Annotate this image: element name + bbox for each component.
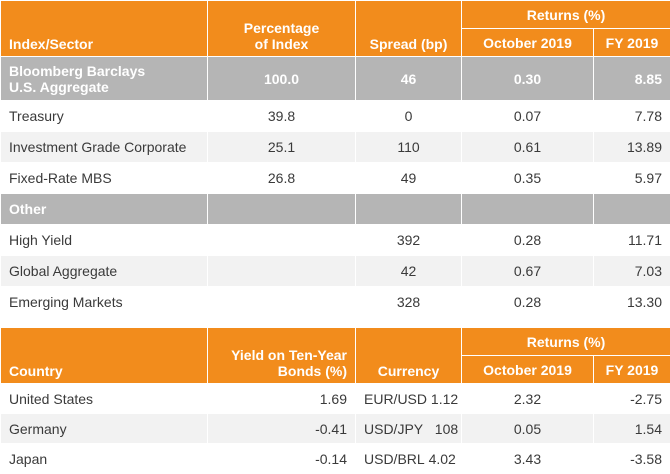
sector-fy: 7.03 [593,255,670,287]
currency-rate: 108 [434,420,459,437]
sector-pct [207,224,356,256]
sector-spread: 328 [355,286,462,318]
currency-cell: EUR/USD 1.12 [355,383,462,414]
sector-oct: 0.28 [461,286,594,318]
sector-pct: 26.8 [207,162,356,194]
sector-pct: 39.8 [207,100,356,132]
country-oct: 2.32 [461,383,594,414]
header-index-sector: Index/Sector [0,0,208,57]
sector-name: Emerging Markets [0,286,208,318]
sector-fy: 11.71 [593,224,670,256]
country-name: Germany [0,413,208,444]
sector-name: Fixed-Rate MBS [0,162,208,194]
table-row: Japan -0.14 USD/BRL 4.02 3.43 -3.58 [0,443,670,474]
currency-pair: USD/BRL [364,450,425,467]
currency-rate: 1.12 [430,390,459,407]
currency-pair: USD/JPY [364,420,424,437]
country-yield: -0.14 [207,443,356,474]
table-row: United States 1.69 EUR/USD 1.12 2.32 -2.… [0,383,670,414]
country-yield: -0.41 [207,413,356,444]
header-fy-2019: FY 2019 [593,355,670,384]
sector-pct [207,286,356,318]
other-section-row: Other [0,193,670,225]
sector-fy: 13.89 [593,131,670,163]
header-currency: Currency [355,327,462,384]
header-returns: Returns (%) [461,327,670,356]
aggregate-row: Bloomberg Barclays U.S. Aggregate 100.0 4… [0,56,670,101]
country-name: United States [0,383,208,414]
table-row: Investment Grade Corporate 25.1 110 0.61… [0,131,670,163]
header-percentage-of-index: Percentage of Index [207,0,356,57]
table-row: Global Aggregate 42 0.67 7.03 [0,255,670,287]
sector-fy: 5.97 [593,162,670,194]
header-returns: Returns (%) [461,0,670,29]
aggregate-pct: 100.0 [207,56,356,101]
country-fy: -2.75 [593,383,670,414]
sector-oct: 0.07 [461,100,594,132]
aggregate-oct: 0.30 [461,56,594,101]
currency-pair: EUR/USD [364,390,428,407]
header-october-2019: October 2019 [461,28,594,57]
table-row: High Yield 392 0.28 11.71 [0,224,670,256]
sector-pct: 25.1 [207,131,356,163]
header-country: Country [0,327,208,384]
sector-fy: 13.30 [593,286,670,318]
country-name: Japan [0,443,208,474]
sector-name: High Yield [0,224,208,256]
country-fy: -3.58 [593,443,670,474]
header-yield-ten-year: Yield on Ten-Year Bonds (%) [207,327,356,384]
country-oct: 3.43 [461,443,594,474]
country-yield: 1.69 [207,383,356,414]
sector-spread: 42 [355,255,462,287]
sector-oct: 0.67 [461,255,594,287]
other-label: Other [0,193,208,225]
sector-spread: 49 [355,162,462,194]
currency-rate: 4.02 [428,450,456,467]
aggregate-fy: 8.85 [593,56,670,101]
header-spread: Spread (bp) [355,0,462,57]
table-row: Fixed-Rate MBS 26.8 49 0.35 5.97 [0,162,670,194]
sector-fy: 7.78 [593,100,670,132]
header-fy-2019: FY 2019 [593,28,670,57]
sector-spread: 110 [355,131,462,163]
sector-oct: 0.28 [461,224,594,256]
table-row: Emerging Markets 328 0.28 13.30 [0,286,670,318]
sector-oct: 0.61 [461,131,594,163]
country-fy: 1.54 [593,413,670,444]
currency-cell: USD/BRL 4.02 [355,443,462,474]
aggregate-spread: 46 [355,56,462,101]
sector-name: Global Aggregate [0,255,208,287]
sector-pct [207,255,356,287]
sector-spread: 392 [355,224,462,256]
aggregate-name: Bloomberg Barclays U.S. Aggregate [0,56,208,101]
currency-cell: USD/JPY 108 [355,413,462,444]
country-oct: 0.05 [461,413,594,444]
sector-oct: 0.35 [461,162,594,194]
header-october-2019: October 2019 [461,355,594,384]
table-row: Germany -0.41 USD/JPY 108 0.05 1.54 [0,413,670,444]
sector-name: Treasury [0,100,208,132]
sector-name: Investment Grade Corporate [0,131,208,163]
table-row: Treasury 39.8 0 0.07 7.78 [0,100,670,132]
sector-spread: 0 [355,100,462,132]
